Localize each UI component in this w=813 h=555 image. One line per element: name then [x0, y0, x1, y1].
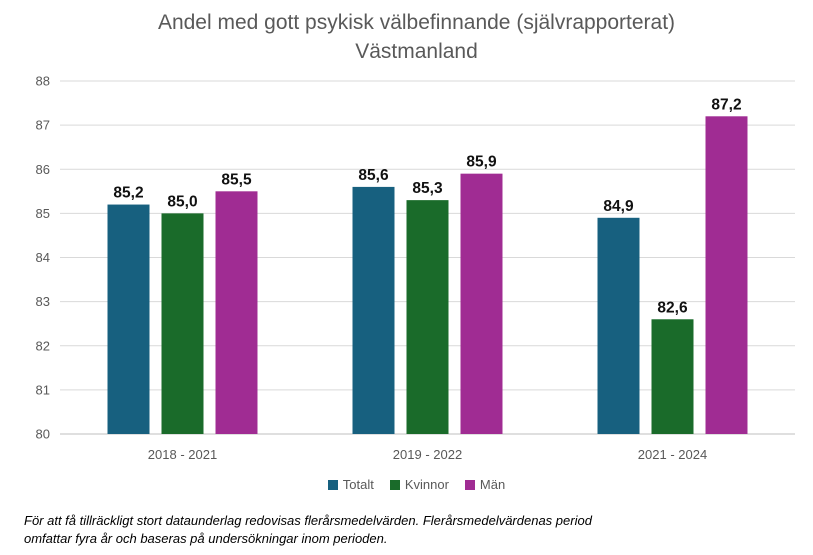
y-tick-label: 83	[36, 294, 50, 309]
bar-totalt	[597, 217, 640, 434]
footnote-line-1: För att få tillräckligt stort dataunderl…	[24, 513, 592, 528]
legend-item-män: Män	[464, 477, 506, 492]
data-label: 85,2	[113, 185, 143, 202]
legend-item-totalt: Totalt	[327, 477, 374, 492]
y-tick-label: 86	[36, 162, 50, 177]
x-axis-categories: 2018 - 2021 2019 - 2022 2021 - 2024	[148, 447, 707, 462]
legend: Totalt Kvinnor Män	[0, 477, 813, 492]
legend-label: Kvinnor	[404, 477, 449, 492]
data-labels: 85,2 85,0 85,5 85,6 85,3 85,9 84,9 82,6 87,2	[113, 96, 741, 316]
legend-item-kvinnor: Kvinnor	[389, 477, 449, 492]
data-label: 85,6	[358, 167, 389, 184]
x-category-label: 2018 - 2021	[148, 447, 217, 462]
bar-kvinnor	[161, 213, 204, 434]
y-tick-label: 87	[36, 118, 50, 133]
x-category-label: 2021 - 2024	[638, 447, 707, 462]
legend-label: Totalt	[342, 477, 374, 492]
bar-män	[215, 191, 258, 434]
data-label: 85,9	[466, 154, 497, 171]
y-tick-label: 84	[36, 250, 50, 265]
y-tick-label: 82	[36, 338, 50, 353]
y-tick-label: 88	[36, 74, 50, 89]
chart-title: Andel med gott psykisk välbefinnande (sj…	[0, 8, 813, 66]
chart-subtitle: Västmanland	[355, 40, 478, 63]
legend-swatch	[389, 479, 400, 490]
footnote: För att få tillräckligt stort dataunderl…	[24, 512, 724, 548]
footnote-line-2: omfattar fyra år och baseras på undersök…	[24, 531, 388, 546]
bars	[107, 116, 748, 435]
legend-swatch	[464, 479, 475, 490]
data-label: 85,3	[412, 180, 443, 197]
chart-title-line: Andel med gott psykisk välbefinnande (sj…	[157, 11, 676, 34]
bar-totalt	[352, 186, 395, 434]
x-category-label: 2019 - 2022	[393, 447, 462, 462]
legend-label: Män	[479, 477, 506, 492]
bar-män	[460, 173, 503, 434]
y-tick-label: 81	[36, 382, 50, 397]
data-label: 85,5	[221, 171, 252, 188]
bar-totalt	[107, 204, 150, 434]
data-label: 82,6	[657, 299, 688, 316]
data-label: 85,0	[167, 193, 197, 210]
legend-swatch	[327, 479, 338, 490]
bar-kvinnor	[651, 319, 694, 434]
bar-män	[705, 116, 748, 435]
y-tick-label: 85	[36, 206, 50, 221]
data-label: 87,2	[711, 96, 741, 113]
y-axis-ticks: 80 81 82 83 84 85 86 87 88	[36, 74, 50, 442]
y-tick-label: 80	[36, 427, 50, 442]
data-label: 84,9	[603, 198, 634, 215]
bar-kvinnor	[406, 200, 449, 434]
